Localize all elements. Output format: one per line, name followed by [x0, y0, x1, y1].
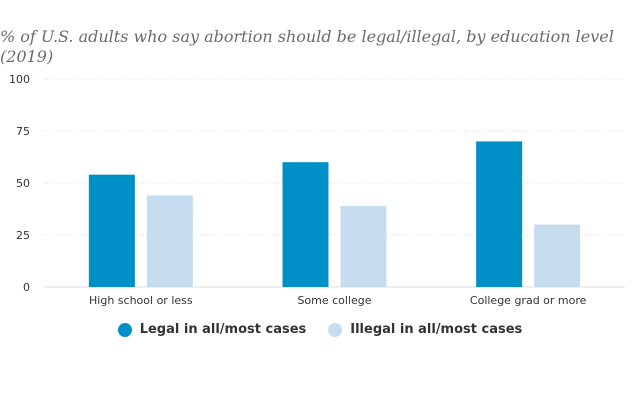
- y-tick-label-75: 75: [16, 125, 30, 138]
- y-tick-label-25: 25: [16, 229, 30, 242]
- legend-item-legal: Legal in all/most cases: [117, 322, 307, 337]
- bar-chart: 0 25 50 75 100 High school or less Some colleg…: [9, 73, 625, 307]
- x-tick-label-0: High school or less: [89, 294, 193, 307]
- legend-swatch-illegal: [328, 322, 343, 337]
- legend-label-illegal: Illegal in all/most cases: [350, 322, 523, 337]
- legend-label-legal: Legal in all/most cases: [139, 322, 307, 337]
- x-tick-label-1: Some college: [297, 294, 371, 307]
- bar-illegal-2: [534, 224, 581, 287]
- bar-illegal-0: [146, 195, 193, 287]
- y-tick-label-100: 100: [9, 73, 30, 86]
- bar-legal-1: [282, 162, 329, 287]
- bar-legal-0: [88, 174, 135, 287]
- legend-swatch-legal: [117, 322, 132, 337]
- y-tick-label-0: 0: [23, 281, 30, 294]
- legend-item-illegal: Illegal in all/most cases: [328, 322, 522, 337]
- legend: Legal in all/most cases Illegal in all/m…: [0, 322, 640, 337]
- chart-title: % of U.S. adults who say abortion should…: [0, 27, 614, 66]
- y-tick-label-50: 50: [16, 177, 30, 190]
- x-tick-label-2: College grad or more: [470, 294, 587, 307]
- bar-illegal-1: [340, 205, 387, 287]
- bar-legal-2: [476, 141, 523, 287]
